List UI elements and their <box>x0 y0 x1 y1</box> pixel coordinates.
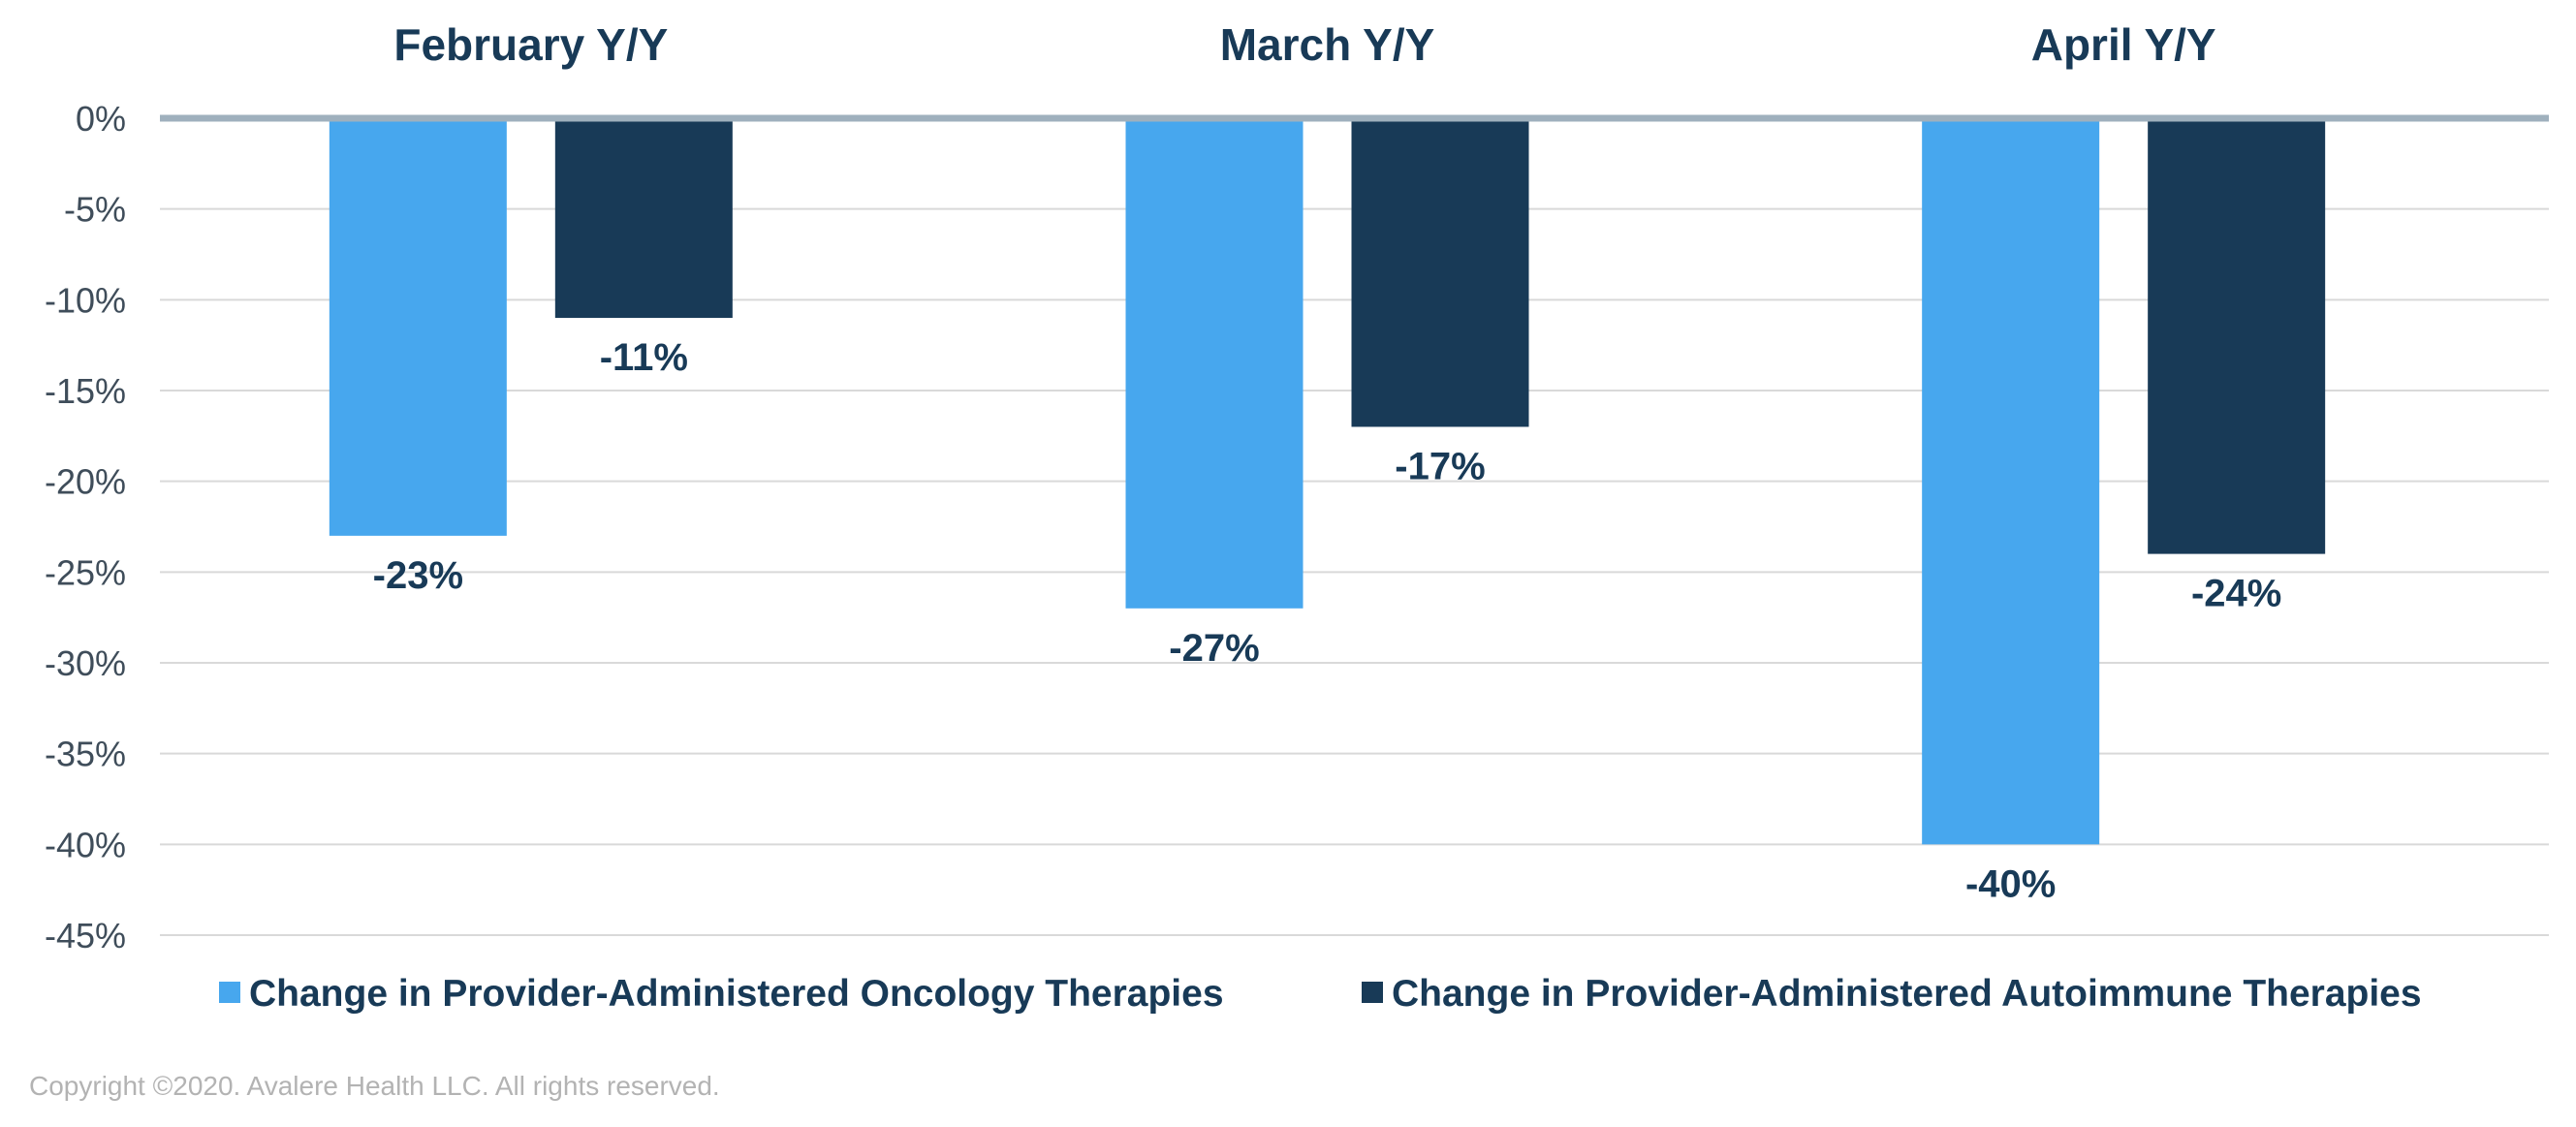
y-axis-ticks: 0% -5% -10% -15% -20% -25% -30% -35% -40% -45% <box>45 99 126 955</box>
y-tick-label: -40% <box>45 825 126 864</box>
y-tick-label: -30% <box>45 643 126 683</box>
data-labels: -23% -11% -27% -17% -40% -24% <box>373 336 2282 905</box>
data-label: -11% <box>600 336 688 379</box>
y-tick-label: -15% <box>45 371 126 411</box>
copyright-footer: Copyright ©2020. Avalere Health LLC. All… <box>29 1071 720 1101</box>
bar <box>2148 118 2326 554</box>
category-label: March Y/Y <box>1220 19 1435 70</box>
data-label: -24% <box>2191 573 2281 615</box>
y-tick-label: -10% <box>45 280 126 320</box>
bar <box>1351 118 1529 427</box>
bar <box>1125 118 1304 609</box>
y-tick-label: -20% <box>45 462 126 502</box>
data-label: -23% <box>373 554 463 597</box>
y-tick-label: -25% <box>45 552 126 592</box>
data-label: -27% <box>1169 627 1259 670</box>
bar <box>1922 118 2100 845</box>
y-tick-label: -35% <box>45 735 126 774</box>
category-label: February Y/Y <box>393 19 668 70</box>
legend: Change in Provider-Administered Oncology… <box>219 973 2422 1015</box>
legend-label: Change in Provider-Administered Oncology… <box>249 973 1224 1015</box>
legend-label: Change in Provider-Administered Autoimmu… <box>1392 973 2422 1015</box>
category-label: April Y/Y <box>2031 19 2216 70</box>
legend-swatch <box>219 982 240 1003</box>
category-labels: February Y/Y March Y/Y April Y/Y <box>393 19 2215 70</box>
bars <box>329 118 2326 845</box>
y-tick-label: -45% <box>45 916 126 955</box>
data-label: -17% <box>1395 445 1485 487</box>
bar <box>329 118 507 536</box>
y-tick-label: 0% <box>76 99 126 139</box>
legend-swatch <box>1362 982 1383 1003</box>
data-label: -40% <box>1965 862 2056 905</box>
bar <box>554 118 733 319</box>
y-tick-label: -5% <box>64 190 126 230</box>
